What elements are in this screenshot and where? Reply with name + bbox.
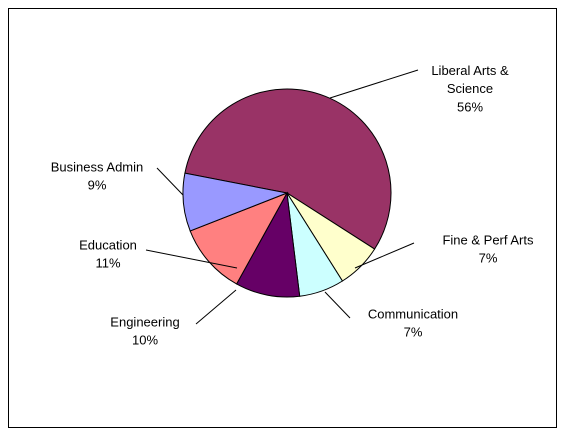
leader-line	[329, 69, 419, 99]
leader-line	[354, 242, 415, 269]
slice-label: Communication	[368, 306, 458, 321]
slice-value-label: 56%	[457, 99, 483, 114]
slice-label: Fine & Perf Arts	[442, 232, 534, 247]
slice-value-label: 11%	[95, 255, 120, 270]
slice-value-label: 7%	[479, 250, 498, 265]
slice-label: Liberal Arts & Science	[431, 63, 509, 96]
slice-value-label: 10%	[132, 332, 158, 347]
slice-label: Engineering	[110, 314, 179, 329]
slice-value-label: 9%	[88, 177, 107, 192]
pie-slice	[184, 88, 392, 250]
slice-value-label: 7%	[404, 324, 423, 339]
slice-label: Education	[79, 237, 137, 252]
leader-line	[156, 167, 184, 196]
leader-line	[195, 289, 237, 325]
leader-line	[324, 291, 351, 319]
slice-label: Business Admin	[51, 159, 144, 174]
leader-line	[145, 249, 238, 269]
pie-slice	[189, 192, 289, 285]
pie-slice	[182, 172, 289, 232]
